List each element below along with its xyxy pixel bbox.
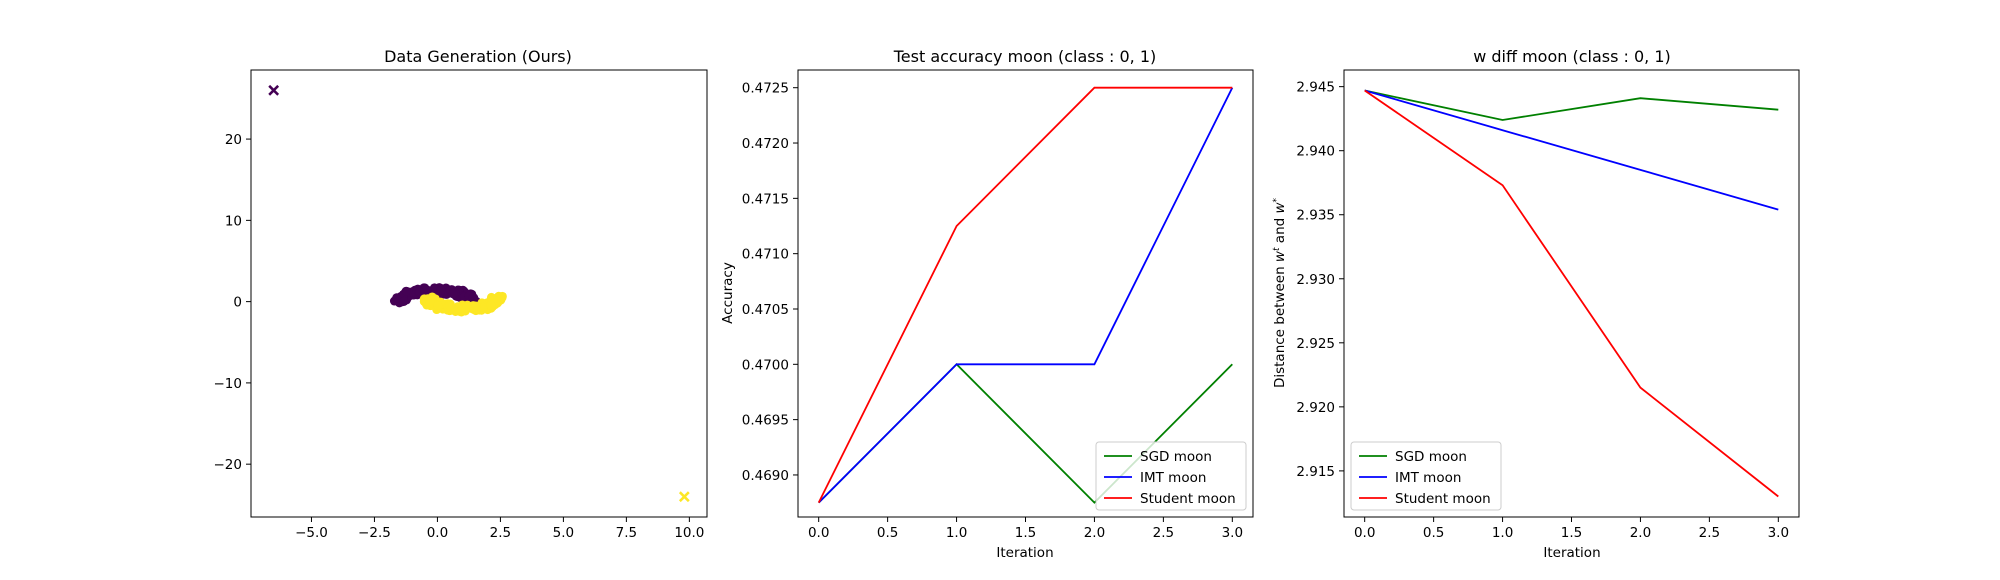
x-tick-label: 2.5 [1699, 525, 1720, 541]
class-0-point [448, 289, 458, 299]
x-tick-label: 0.5 [1423, 525, 1444, 541]
class-0-point [436, 285, 446, 295]
x-tick-label: −2.5 [358, 525, 391, 541]
y-tick-label: 20 [225, 132, 242, 148]
legend: SGD moon IMT moon Student moon [1095, 441, 1247, 511]
x-tick-label: −5.0 [295, 525, 328, 541]
class-1-point [425, 296, 435, 306]
y-tick-label: 0.4725 [742, 81, 789, 97]
legend: SGD moon IMT moon Student moon [1350, 441, 1502, 511]
class-1-point [478, 302, 488, 312]
y-tick-label: 0.4690 [742, 468, 789, 484]
x-tick-label: 3.0 [1768, 525, 1789, 541]
line-plot-w-diff: w diff moon (class : 0, 1) 0.0 0.5 1.0 1.5 2… [1272, 47, 1800, 561]
line-marks [1364, 89, 1779, 498]
y-ticks: 2.915 2.920 2.925 2.930 2.935 2.940 2.945 [1296, 80, 1344, 480]
legend-label: Student moon [1395, 491, 1491, 507]
y-tick-label: 2.945 [1296, 80, 1335, 96]
x-axis-label: Iteration [996, 545, 1053, 561]
y-tick-label: 2.940 [1296, 144, 1335, 160]
plot-title: Test accuracy moon (class : 0, 1) [893, 47, 1157, 66]
y-ticks: 0.4690 0.4695 0.4700 0.4705 0.4710 0.4715 0.47… [742, 81, 798, 484]
x-tick-label: 1.5 [1015, 525, 1036, 541]
x-tick-label: 1.5 [1561, 525, 1582, 541]
class-1-x-marker [678, 491, 690, 503]
x-tick-label: 0.0 [1354, 525, 1375, 541]
x-ticks: −5.0 −2.5 0.0 2.5 5.0 7.5 10.0 [295, 517, 704, 541]
series-line-student-moon [1364, 89, 1779, 498]
y-tick-label: 0.4700 [742, 357, 789, 373]
axes-frame [797, 69, 1254, 518]
class-1-point [433, 300, 443, 310]
class-1-point [486, 300, 496, 310]
y-tick-label: 0.4715 [742, 191, 789, 207]
y-tick-label: 2.925 [1296, 336, 1335, 352]
x-tick-label: 5.0 [553, 525, 574, 541]
x-tick-label: 0.0 [808, 525, 829, 541]
class-0-point [422, 285, 432, 295]
class-0-point [468, 292, 478, 302]
legend-label: SGD moon [1140, 449, 1212, 465]
legend-box [1350, 441, 1502, 511]
y-ticks: −20 −10 0 10 20 [214, 132, 251, 473]
scatter-plot-data-generation: Data Generation (Ours) −5.0 −2.5 0.0 2.5 5.0… [214, 47, 708, 541]
x-tick-label: 0.5 [877, 525, 898, 541]
y-tick-label: 2.920 [1296, 400, 1335, 416]
y-tick-label: 2.930 [1296, 272, 1335, 288]
y-tick-label: 0.4705 [742, 302, 789, 318]
class-0-point [399, 296, 409, 306]
x-ticks: 0.0 0.5 1.0 1.5 2.0 2.5 3.0 [808, 517, 1243, 541]
x-tick-label: 7.5 [616, 525, 637, 541]
x-tick-label: 3.0 [1222, 525, 1243, 541]
y-tick-label: 2.915 [1296, 464, 1335, 480]
legend-label: SGD moon [1395, 449, 1467, 465]
series-line-sgd-moon [1364, 89, 1779, 121]
class-0-x-marker [268, 84, 280, 96]
y-tick-label: −20 [214, 457, 243, 473]
legend-label: IMT moon [1140, 470, 1206, 486]
y-axis-label: Accuracy [720, 262, 736, 324]
series-line-imt-moon [1364, 89, 1779, 211]
x-tick-label: 1.0 [946, 525, 967, 541]
plot-title: Data Generation (Ours) [384, 47, 572, 66]
x-marker-stroke [268, 84, 280, 96]
class-1-point [445, 301, 455, 311]
x-tick-label: 10.0 [674, 525, 704, 541]
legend-label: Student moon [1140, 491, 1236, 507]
x-tick-label: 2.0 [1630, 525, 1651, 541]
x-tick-label: 1.0 [1492, 525, 1513, 541]
axes-frame [1343, 69, 1800, 518]
class-0-point [401, 286, 411, 296]
legend-label: IMT moon [1395, 470, 1461, 486]
line-marks [817, 86, 1234, 504]
series-line-imt-moon [818, 87, 1234, 504]
x-tick-label: 2.5 [1153, 525, 1174, 541]
line-plot-test-accuracy: Test accuracy moon (class : 0, 1) 0.0 0.5… [720, 47, 1254, 561]
x-tick-label: 0.0 [427, 525, 448, 541]
scatter-marks [268, 84, 690, 503]
y-axis-label: Distance between wt and w* [1272, 197, 1288, 388]
y-tick-label: 0 [233, 295, 242, 311]
y-tick-label: 0.4695 [742, 413, 789, 429]
series-line-student-moon [817, 86, 1233, 504]
x-tick-label: 2.0 [1084, 525, 1105, 541]
axes-frame [250, 69, 708, 518]
plot-title: w diff moon (class : 0, 1) [1473, 47, 1671, 66]
class-1-point [471, 301, 481, 311]
class-0-point [415, 287, 425, 297]
y-tick-label: 2.935 [1296, 208, 1335, 224]
y-tick-label: 0.4720 [742, 136, 789, 152]
class-0-point [392, 293, 402, 303]
y-tick-label: 0.4710 [742, 247, 789, 263]
x-marker-stroke [678, 491, 690, 503]
x-axis-label: Iteration [1543, 545, 1600, 561]
y-tick-label: −10 [214, 376, 243, 392]
x-ticks: 0.0 0.5 1.0 1.5 2.0 2.5 3.0 [1354, 517, 1789, 541]
x-tick-label: 2.5 [490, 525, 511, 541]
y-tick-label: 10 [225, 213, 242, 229]
legend-box [1095, 441, 1247, 511]
